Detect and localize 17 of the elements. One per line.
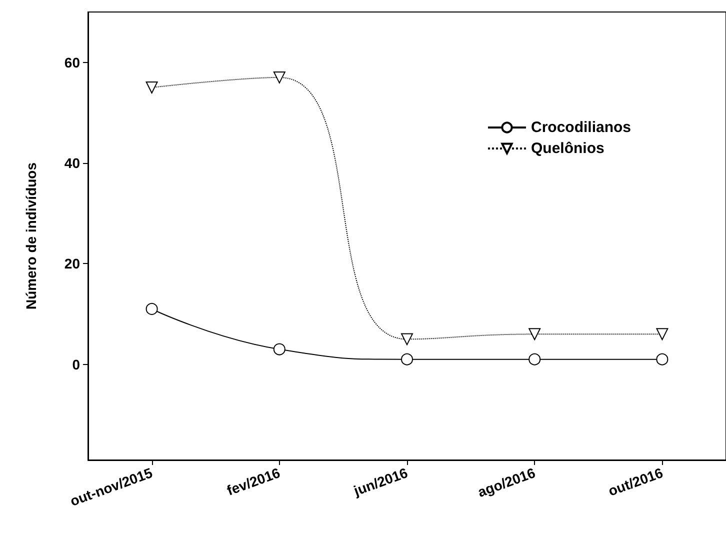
- point: [401, 333, 413, 346]
- y-tick-label: 60: [64, 54, 80, 70]
- legend-label: Quelônios: [530, 140, 604, 157]
- point: [146, 82, 158, 94]
- point: [528, 328, 541, 340]
- y-tick-label: 0: [72, 356, 80, 372]
- point: [273, 71, 286, 84]
- y-axis-title: Número de indivíduos: [23, 162, 39, 310]
- point: [273, 343, 286, 356]
- point: [401, 353, 413, 366]
- y-tick-label: 20: [64, 256, 80, 272]
- point: [656, 328, 668, 340]
- y-tick-label: 40: [64, 155, 80, 172]
- legend-label: Crocodilianos: [530, 119, 632, 136]
- point: [656, 353, 668, 366]
- point: [146, 302, 158, 315]
- point: [528, 353, 541, 366]
